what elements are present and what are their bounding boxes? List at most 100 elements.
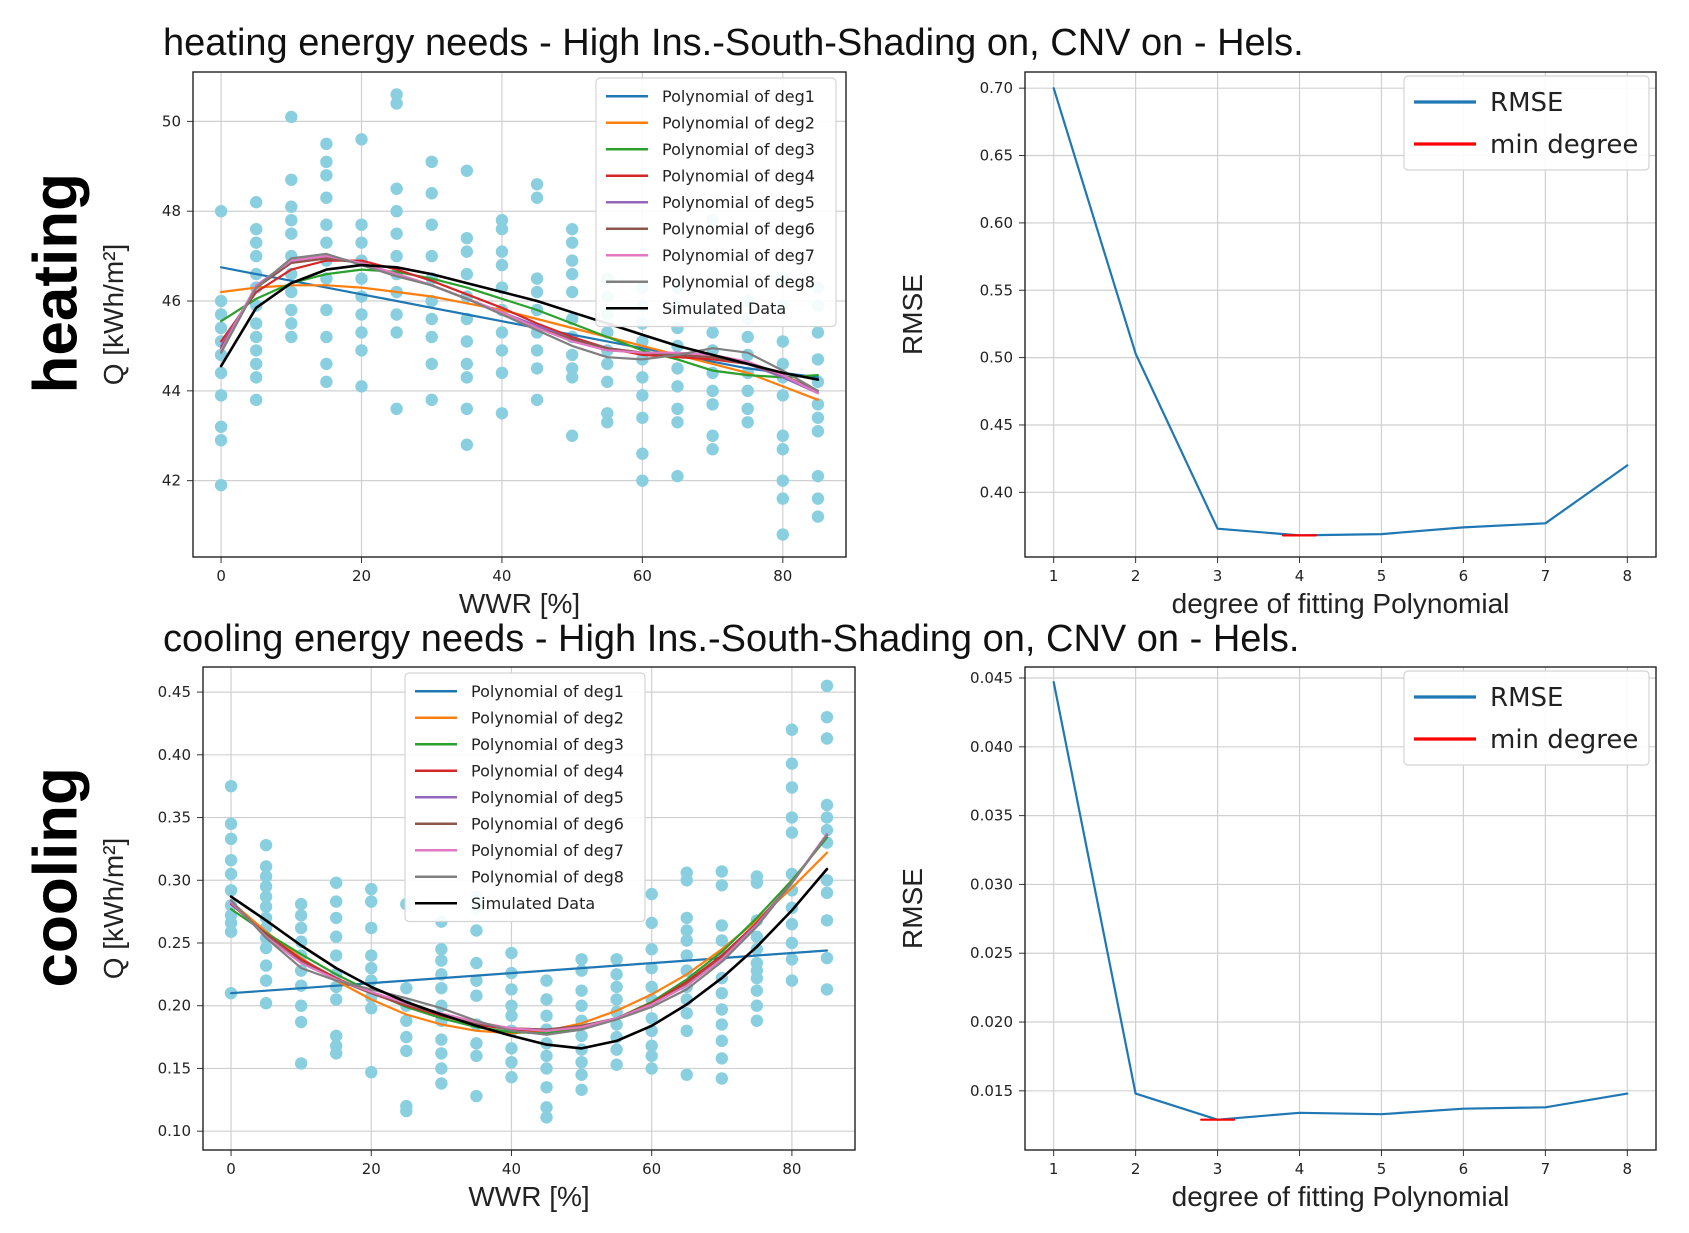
plot-frame bbox=[192, 71, 847, 558]
y-tick-label: 50 bbox=[162, 112, 181, 130]
scatter-point bbox=[285, 173, 298, 186]
scatter-point bbox=[820, 811, 834, 824]
scatter-point bbox=[575, 1029, 588, 1043]
legend-entry: Polynomial of deg8 bbox=[662, 272, 815, 291]
scatter-point bbox=[601, 375, 614, 389]
scatter-point bbox=[320, 375, 333, 389]
scatter-point bbox=[680, 911, 693, 925]
scatter-point bbox=[320, 357, 333, 371]
scatter-point bbox=[365, 895, 378, 908]
scatter-point bbox=[645, 1039, 658, 1053]
scatter-point bbox=[259, 890, 273, 903]
scatter-point bbox=[355, 236, 368, 249]
scatter-point bbox=[214, 478, 228, 492]
plot-area bbox=[1052, 87, 1629, 537]
scatter-point bbox=[750, 999, 764, 1012]
scatter-point bbox=[540, 1081, 553, 1094]
scatter-point bbox=[285, 330, 298, 344]
scatter-point bbox=[214, 389, 228, 402]
scatter-point bbox=[610, 968, 623, 981]
scatter-point bbox=[540, 1101, 553, 1114]
x-tick-label: 8 bbox=[1623, 567, 1633, 585]
chart-heating_fit: 0 20 40 60 80 42 44 46 48 50 WWR [%] Q [kWh/m²] Poly… bbox=[98, 71, 847, 619]
x-tick-label: 2 bbox=[1131, 1160, 1141, 1178]
scatter-point bbox=[249, 222, 263, 236]
scatter-point bbox=[460, 245, 474, 258]
y-axis-label: Q [kWh/m²] bbox=[98, 838, 129, 980]
scatter-point bbox=[470, 1049, 483, 1063]
scatter-point bbox=[425, 155, 438, 169]
x-tick-label: 6 bbox=[1459, 567, 1469, 585]
scatter-point bbox=[224, 925, 238, 938]
y-tick-label: 0.025 bbox=[970, 944, 1013, 962]
scatter-point bbox=[390, 182, 403, 195]
x-tick-label: 7 bbox=[1541, 567, 1551, 585]
scatter-point bbox=[425, 249, 438, 263]
scatter-point bbox=[470, 924, 483, 937]
scatter-point bbox=[610, 993, 623, 1006]
scatter-point bbox=[435, 981, 448, 995]
scatter-point bbox=[565, 429, 579, 442]
legend-box bbox=[404, 672, 646, 923]
scatter-point bbox=[259, 959, 273, 972]
scatter-point bbox=[435, 1047, 448, 1060]
scatter-point bbox=[645, 961, 658, 975]
scatter-point bbox=[645, 916, 658, 930]
scatter-point bbox=[540, 1049, 553, 1063]
scatter-point bbox=[259, 941, 273, 955]
scatter-point bbox=[285, 303, 298, 317]
legend-entry: Simulated Data bbox=[471, 894, 595, 913]
scatter-point bbox=[820, 914, 834, 927]
scatter-point bbox=[259, 997, 273, 1010]
scatter-point bbox=[294, 909, 308, 922]
scatter-point bbox=[214, 348, 228, 362]
scatter-point bbox=[575, 1055, 588, 1069]
legend-entry: Polynomial of deg6 bbox=[471, 814, 624, 833]
scatter-point bbox=[706, 443, 719, 456]
scatter-point bbox=[214, 308, 228, 321]
scatter-point bbox=[671, 380, 684, 393]
scatter-point bbox=[680, 1068, 693, 1081]
scatter-point bbox=[671, 402, 684, 416]
plot-frame bbox=[202, 666, 856, 1151]
series-line-polynomial-of-deg4 bbox=[220, 259, 820, 395]
scatter-point bbox=[636, 389, 649, 402]
scatter-point bbox=[495, 344, 509, 357]
scatter-point bbox=[495, 407, 509, 420]
scatter-point bbox=[495, 258, 509, 272]
scatter-point bbox=[249, 330, 263, 344]
scatter-point bbox=[601, 357, 614, 371]
x-tick-label: 60 bbox=[642, 1160, 661, 1178]
x-tick-label: 80 bbox=[782, 1160, 801, 1178]
scatter-point bbox=[671, 416, 684, 429]
scatter-point bbox=[645, 1062, 658, 1075]
series-line-simulated-data bbox=[229, 867, 829, 1050]
scatter-point bbox=[505, 946, 518, 960]
legend-entry: Polynomial of deg1 bbox=[471, 682, 624, 701]
scatter-point bbox=[400, 981, 413, 995]
scatter-point bbox=[320, 236, 333, 249]
scatter-point bbox=[320, 155, 333, 169]
y-tick-label: 44 bbox=[162, 382, 181, 400]
scatter-point bbox=[460, 164, 474, 177]
scatter-point bbox=[715, 879, 728, 892]
scatter-point bbox=[330, 949, 343, 962]
legend-box bbox=[1403, 75, 1650, 171]
scatter-point bbox=[530, 362, 544, 375]
scatter-point bbox=[320, 330, 333, 344]
x-tick-label: 3 bbox=[1213, 1160, 1223, 1178]
series-line-rmse bbox=[1052, 680, 1629, 1121]
scatter-point bbox=[224, 832, 238, 846]
scatter-point bbox=[776, 492, 790, 505]
scatter-point bbox=[636, 411, 649, 424]
scatter-point bbox=[565, 222, 579, 236]
y-tick-label: 0.015 bbox=[970, 1082, 1013, 1100]
scatter-point bbox=[285, 110, 298, 124]
scatter-point bbox=[470, 1037, 483, 1050]
scatter-point bbox=[355, 326, 368, 339]
scatter-point bbox=[249, 344, 263, 357]
scatter-point bbox=[680, 1007, 693, 1020]
scatter-point bbox=[820, 732, 834, 745]
scatter-point bbox=[565, 348, 579, 362]
scatter-point bbox=[820, 951, 834, 965]
